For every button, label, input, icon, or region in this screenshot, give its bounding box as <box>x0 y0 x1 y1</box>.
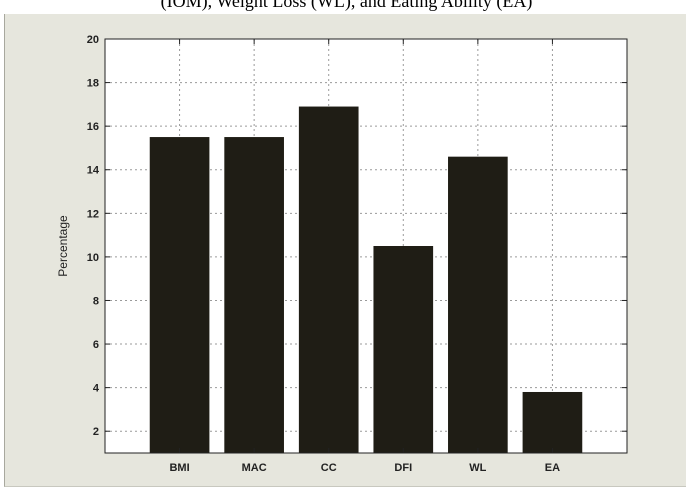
y-tick-label: 8 <box>93 295 99 307</box>
y-tick-label: 20 <box>87 34 99 46</box>
top-caption-text: (IOM), Weight Loss (WL), and Eating Abil… <box>160 0 533 11</box>
y-tick-label: 10 <box>87 252 99 264</box>
bar-dfi <box>373 246 434 453</box>
x-tick-label-mac: MAC <box>242 462 267 474</box>
y-tick-label: 18 <box>87 78 99 90</box>
x-tick-label-dfi: DFI <box>394 462 412 474</box>
x-tick-label-wl: WL <box>469 462 486 474</box>
axes-box <box>104 38 628 454</box>
y-tick-label: 4 <box>93 383 100 395</box>
y-tick-labels: 2 4 6 8 10 12 14 16 18 20 <box>87 34 100 438</box>
x-tick-label-cc: CC <box>321 462 337 474</box>
y-tick-label: 16 <box>87 121 99 133</box>
y-tick-label: 6 <box>93 339 99 351</box>
bar-chart: 2 4 6 8 10 12 14 16 18 20 BMI MAC CC DFI WL EA Percent… <box>56 34 628 474</box>
y-tick-label: 14 <box>87 165 100 177</box>
x-tick-label-ea: EA <box>545 462 560 474</box>
bars <box>149 106 583 454</box>
bar-mac <box>224 137 284 453</box>
x-tick-labels: BMI MAC CC DFI WL EA <box>169 462 560 474</box>
bar-wl <box>448 156 508 454</box>
bar-bmi <box>149 137 210 453</box>
y-tick-label: 12 <box>87 208 99 220</box>
x-tick-label-bmi: BMI <box>169 462 189 474</box>
y-axis-label: Percentage <box>56 215 70 277</box>
bar-ea <box>522 391 583 453</box>
axes <box>104 38 628 454</box>
y-tick-label: 2 <box>93 426 99 438</box>
bar-cc <box>298 106 359 454</box>
figure-frame: 2 4 6 8 10 12 14 16 18 20 BMI MAC CC DFI WL EA Percent… <box>4 14 686 487</box>
top-caption: (IOM), Weight Loss (WL), and Eating Abil… <box>0 0 693 14</box>
